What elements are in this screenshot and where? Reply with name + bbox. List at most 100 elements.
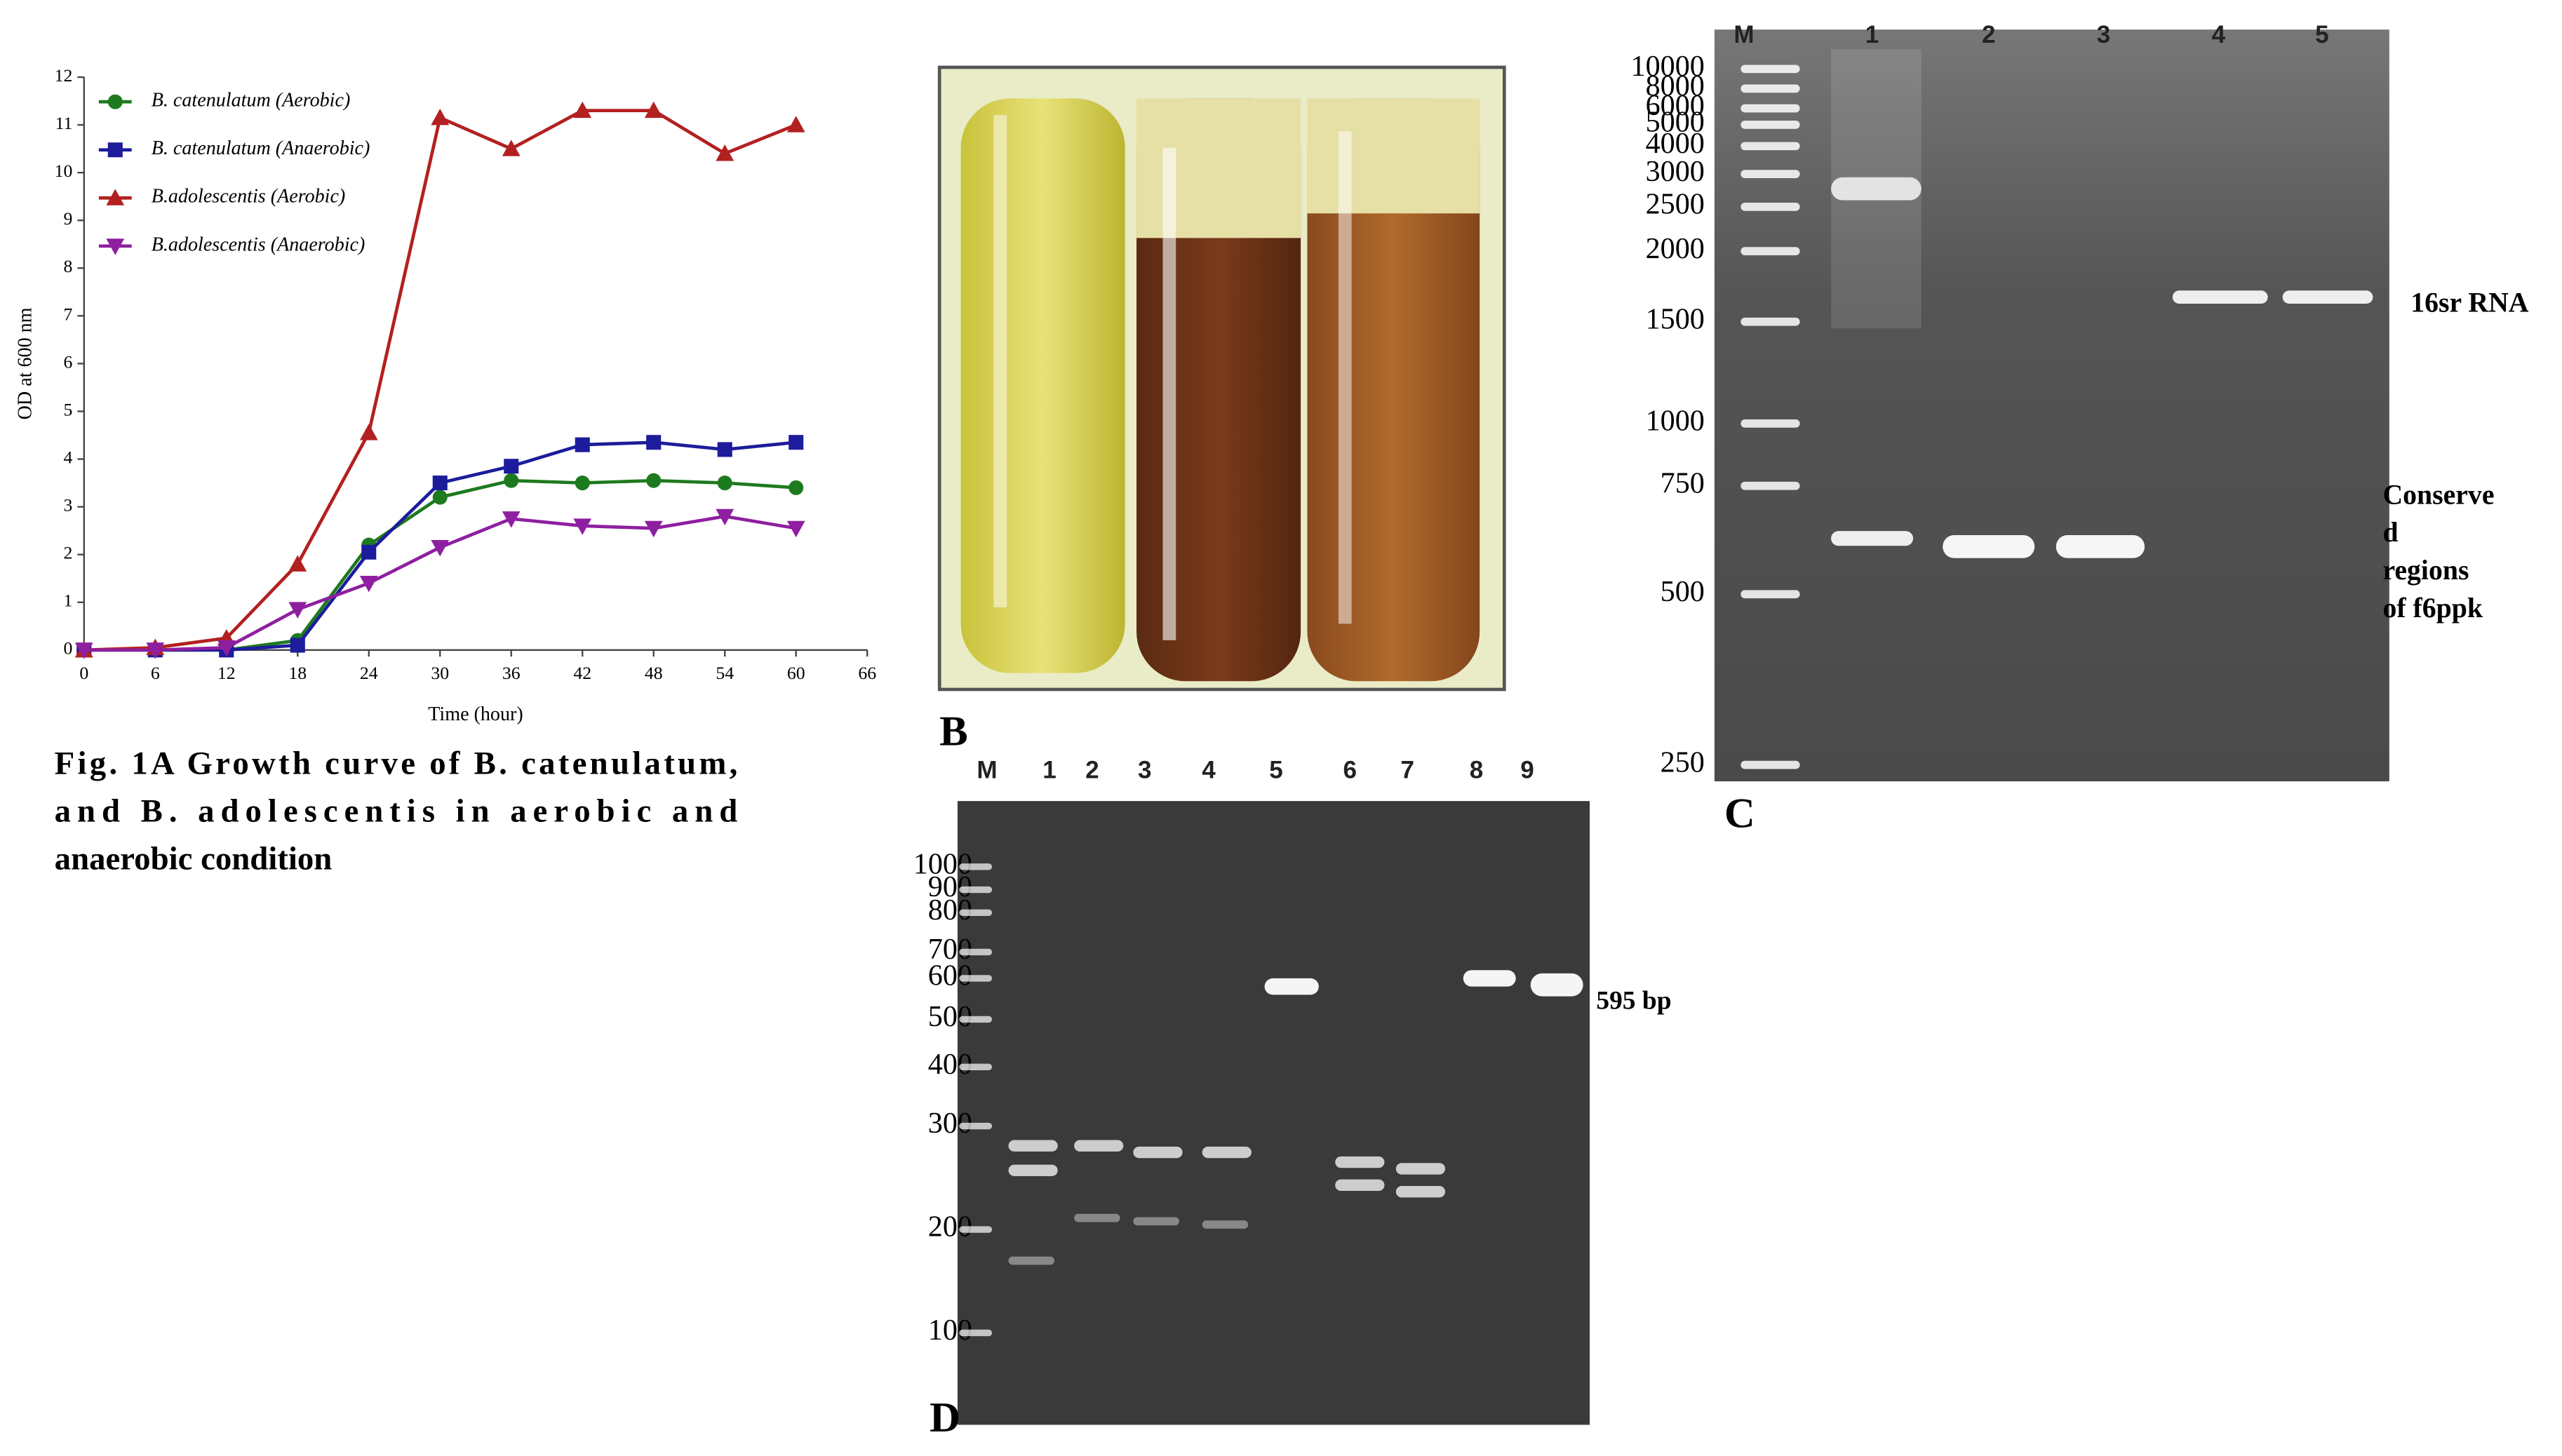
caption-line: and B. adolescentis in aerobic and — [55, 793, 738, 830]
data-point — [575, 476, 590, 491]
band-annotation: 16sr RNA — [2410, 287, 2529, 318]
legend-label: B. catenulatum (Anaerobic) — [152, 137, 370, 159]
data-point — [646, 473, 662, 488]
data-point — [716, 508, 735, 526]
data-point — [432, 490, 448, 505]
x-tick-label: 36 — [502, 663, 521, 683]
lane-label: 1 — [1042, 756, 1057, 783]
gel-band — [1741, 84, 1800, 93]
gel-band — [1741, 121, 1800, 129]
gel-band — [2055, 534, 2145, 558]
data-point — [431, 108, 450, 126]
marker-size-label: 2000 — [1646, 232, 1705, 265]
data-point — [74, 642, 93, 659]
data-point — [431, 539, 450, 557]
data-point — [644, 101, 663, 119]
band-annotation: 595 bp — [1596, 987, 1671, 1016]
y-tick-label: 2 — [64, 543, 73, 563]
marker-size-label: 4000 — [1646, 127, 1705, 160]
gel-band — [1202, 1146, 1252, 1159]
x-tick-label: 18 — [288, 663, 307, 683]
x-tick-label: 54 — [716, 663, 734, 683]
data-point — [502, 140, 521, 156]
y-tick-label: 6 — [64, 351, 73, 372]
y-tick-label: 7 — [64, 304, 73, 324]
caption-line: Fig. 1A Growth curve of B. catenulatum, — [55, 746, 738, 782]
lane-label: 3 — [2097, 21, 2111, 48]
x-tick-label: 66 — [858, 663, 876, 683]
data-point — [288, 555, 307, 572]
data-point — [502, 511, 521, 528]
y-tick-label: 3 — [64, 495, 73, 515]
lane-label: 1 — [1865, 21, 1879, 48]
legend-label: B.adolescentis (Aerobic) — [152, 186, 346, 208]
gel-band — [1741, 170, 1800, 178]
data-point — [359, 424, 378, 440]
gel-band — [1741, 760, 1800, 769]
lane-label: 4 — [1202, 756, 1216, 783]
lane-label: 6 — [1343, 756, 1357, 783]
data-point — [786, 116, 805, 133]
lane-label: 9 — [1520, 756, 1534, 783]
gel-band — [959, 1329, 993, 1337]
band-annotation: Conserve — [2382, 479, 2494, 510]
lane-label: 2 — [1085, 756, 1099, 783]
x-tick-label: 42 — [573, 663, 591, 683]
panel-label: C — [1724, 790, 1755, 837]
gel-band — [959, 1016, 993, 1023]
gel-band — [2172, 290, 2268, 304]
data-point — [290, 638, 305, 653]
panel-label: B — [939, 708, 968, 755]
gel-band — [959, 863, 993, 870]
x-tick-label: 0 — [79, 663, 88, 683]
data-point — [789, 480, 804, 495]
lane-label: 4 — [2212, 21, 2226, 48]
gel-band — [1741, 65, 1800, 74]
tube-photo — [937, 65, 1506, 692]
lane-label: 8 — [1470, 756, 1484, 783]
gel-band — [959, 886, 993, 894]
gel-band — [1202, 1220, 1249, 1229]
gel-band — [1741, 481, 1800, 490]
data-point — [432, 476, 448, 491]
gel-band — [1741, 247, 1800, 255]
y-tick-label: 5 — [64, 399, 73, 419]
gel-band — [1395, 1163, 1446, 1175]
lane-label: 7 — [1400, 756, 1414, 783]
data-point — [786, 520, 805, 538]
gel-band — [1008, 1256, 1055, 1265]
legend-marker — [107, 94, 123, 109]
data-point — [504, 473, 519, 488]
gel-band — [1133, 1146, 1183, 1159]
data-point — [717, 476, 732, 491]
gel-band — [959, 1226, 993, 1233]
gel-band — [1831, 531, 1914, 546]
data-point — [573, 101, 592, 119]
gel-band — [1741, 142, 1800, 151]
data-point — [644, 520, 663, 538]
caption-line: anaerobic condition — [55, 840, 333, 877]
gel-band — [1264, 978, 1319, 995]
y-tick-label: 11 — [55, 113, 73, 133]
legend-label: B. catenulatum (Aerobic) — [152, 90, 351, 112]
gel-band — [959, 948, 993, 956]
data-point — [789, 435, 804, 450]
gel-band — [1335, 1156, 1385, 1168]
data-point — [504, 459, 519, 474]
data-point — [717, 442, 732, 457]
gel-band — [1335, 1179, 1385, 1192]
data-point — [217, 640, 236, 657]
x-tick-label: 6 — [151, 663, 160, 683]
data-point — [646, 435, 662, 450]
legend-label: B.adolescentis (Anaerobic) — [152, 234, 365, 255]
x-tick-label: 48 — [645, 663, 663, 683]
lane-label: 5 — [2315, 21, 2329, 48]
gel-band — [1008, 1140, 1058, 1152]
marker-size-label: 1000 — [1646, 405, 1705, 438]
marker-size-label: 6000 — [1646, 89, 1705, 122]
marker-size-label: 3000 — [1646, 155, 1705, 188]
data-point — [716, 144, 735, 161]
y-tick-label: 4 — [64, 447, 73, 467]
